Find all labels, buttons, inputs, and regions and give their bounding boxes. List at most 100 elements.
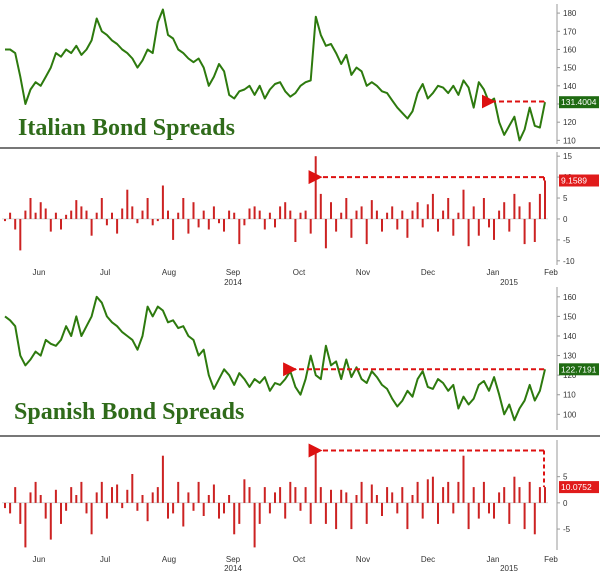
change-bar — [523, 502, 526, 530]
change-bar — [54, 212, 57, 219]
x-tick-month: Jan — [487, 555, 500, 564]
change-bar — [330, 202, 332, 219]
change-bar — [207, 219, 210, 230]
change-bar — [421, 502, 424, 519]
x-tick-month: Feb — [544, 555, 558, 564]
change-bar — [70, 210, 73, 219]
change-bar — [538, 487, 541, 503]
change-bar — [488, 502, 490, 514]
change-bar — [268, 502, 271, 514]
change-bar — [406, 502, 409, 530]
change-bar — [482, 481, 485, 503]
chart-panel-1: 110120130140150160170180131.4004 — [5, 4, 599, 145]
change-bar — [207, 495, 210, 503]
x-tick-month: Oct — [293, 268, 306, 277]
change-bar — [151, 492, 154, 503]
change-bar — [426, 204, 429, 219]
change-bar — [111, 212, 113, 219]
change-bar — [498, 210, 501, 219]
y-tick-label: 150 — [563, 64, 577, 73]
spread-series-line — [5, 8, 546, 142]
change-bar — [4, 502, 6, 509]
change-bar — [284, 502, 287, 519]
change-bar — [314, 156, 317, 219]
y-tick-label: 15 — [563, 152, 572, 161]
y-tick-label: -5 — [563, 236, 571, 245]
last-value-tag-text: 122.7191 — [561, 364, 597, 374]
change-bar — [274, 219, 276, 228]
last-value-tag: 10.0752 — [559, 481, 599, 494]
change-bar — [309, 502, 312, 524]
change-bar — [167, 502, 169, 519]
change-bar — [508, 502, 511, 524]
change-bar — [493, 219, 495, 240]
y-tick-label: 120 — [563, 371, 577, 380]
change-bar — [447, 198, 450, 219]
change-bar — [452, 502, 455, 514]
change-bar — [386, 487, 389, 503]
change-bar — [34, 212, 37, 219]
last-value-tag: 9.1589 — [559, 174, 599, 187]
change-bar — [258, 502, 261, 524]
change-bar — [284, 202, 287, 219]
change-bar — [437, 502, 439, 524]
change-bar — [49, 502, 52, 540]
y-tick-label: -5 — [563, 525, 571, 534]
change-bar — [100, 198, 103, 219]
italian-chart-title: Italian Bond Spreads — [18, 115, 235, 141]
change-bar — [513, 193, 516, 219]
change-bar — [360, 206, 363, 219]
change-bar — [528, 202, 531, 219]
change-bar — [442, 487, 445, 503]
change-bar — [228, 210, 231, 219]
change-bar — [116, 484, 119, 503]
change-bar — [370, 484, 373, 503]
change-bar — [54, 489, 57, 503]
change-bar — [350, 502, 353, 530]
change-bar — [426, 479, 429, 503]
last-value-tag: 122.7191 — [559, 363, 599, 376]
change-bar — [161, 455, 164, 503]
change-bar — [238, 502, 241, 524]
change-bar — [192, 202, 195, 219]
change-bar — [345, 198, 348, 219]
change-bar — [95, 212, 98, 219]
spanish-chart-title: Spanish Bond Spreads — [14, 399, 244, 425]
change-bar — [381, 502, 383, 516]
change-bar — [212, 206, 215, 219]
y-tick-label: 0 — [563, 499, 568, 508]
change-bar — [4, 219, 6, 222]
spread-series-line — [4, 295, 546, 422]
change-bar — [228, 495, 231, 503]
change-bar — [80, 481, 83, 503]
change-bar — [116, 219, 119, 234]
change-bar — [156, 219, 159, 222]
change-bar — [121, 502, 124, 509]
change-bar — [105, 219, 108, 226]
y-tick-label: -10 — [563, 257, 575, 266]
change-bar — [304, 210, 307, 219]
change-bar — [386, 212, 389, 219]
change-bar — [299, 502, 302, 511]
change-bar — [482, 198, 485, 219]
change-bar — [126, 489, 129, 503]
x-tick-month: Nov — [356, 268, 370, 277]
x-tick-month: Dec — [421, 268, 435, 277]
change-bar — [233, 502, 236, 535]
change-bar — [416, 202, 419, 219]
last-value-tag-box — [559, 481, 599, 494]
change-bar — [411, 210, 414, 219]
change-bar — [289, 481, 292, 503]
change-bar — [391, 492, 394, 503]
change-bar — [309, 219, 312, 234]
change-bar — [503, 202, 506, 219]
chart-panel-4: -5 0 510.0752 — [2, 440, 599, 550]
y-tick-label: 110 — [563, 391, 576, 400]
change-bar — [233, 212, 236, 219]
change-bar — [340, 212, 343, 219]
change-bar — [544, 180, 546, 219]
change-bar — [467, 219, 470, 247]
change-bar — [19, 502, 22, 524]
chart-panel-3: 100 110 120 130 140 150 160 122.7191 — [4, 287, 599, 430]
x-tick-month: Jul — [100, 555, 110, 564]
